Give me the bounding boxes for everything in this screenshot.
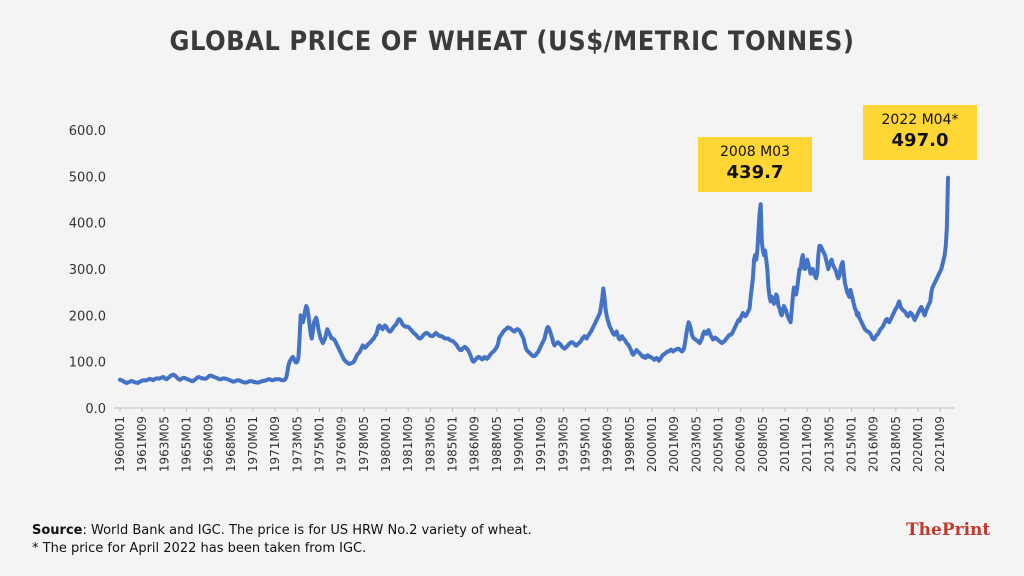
x-tick-label: 2016M09 [867, 416, 881, 472]
x-tick-label: 1985M01 [446, 416, 460, 472]
x-tick-label: 1971M09 [268, 416, 282, 472]
x-tick-label: 1960M01 [113, 416, 127, 472]
x-tick-label: 1980M01 [379, 416, 393, 472]
source-text: : World Bank and IGC. The price is for U… [82, 523, 532, 538]
x-tick-label: 2000M01 [645, 416, 659, 472]
x-tick-label: 1986M09 [468, 416, 482, 472]
note: * The price for April 2022 has been take… [32, 541, 367, 556]
x-tick-label: 2006M09 [734, 416, 748, 472]
x-tick-label: 1993M05 [556, 416, 570, 472]
y-tick-label: 500.0 [69, 170, 106, 185]
y-tick-label: 300.0 [69, 263, 106, 278]
x-tick-label: 1973M05 [290, 416, 304, 472]
y-tick-label: 0.0 [85, 402, 106, 417]
annotation-value: 497.0 [891, 130, 949, 151]
annotation: 2022 M04* 497.0 [863, 105, 977, 160]
x-tick-label: 1998M05 [623, 416, 637, 472]
annotation-value: 439.7 [726, 162, 784, 183]
annotation-label: 2008 M03 [720, 144, 790, 160]
annotation-label: 2022 M04* [881, 112, 959, 128]
y-tick-label: 100.0 [69, 356, 106, 371]
x-tick-label: 1961M09 [135, 416, 149, 472]
x-tick-label: 1963M05 [157, 416, 171, 472]
x-tick-label: 2021M09 [933, 416, 947, 472]
x-tick-label: 1990M01 [512, 416, 526, 472]
y-tick-label: 200.0 [69, 309, 106, 324]
x-tick-label: 1981M09 [401, 416, 415, 472]
source: Source: World Bank and IGC. The price is… [32, 523, 532, 538]
x-tick-label: 2015M01 [845, 416, 859, 472]
x-tick-label: 1995M01 [579, 416, 593, 472]
x-tick-label: 1991M09 [534, 416, 548, 472]
chart-title: GLOBAL PRICE OF WHEAT (US$/METRIC TONNES… [170, 26, 855, 57]
x-tick-label: 1966M09 [202, 416, 216, 472]
x-tick-label: 2018M05 [889, 416, 903, 472]
x-tick-label: 2003M05 [689, 416, 703, 472]
x-tick-label: 2005M01 [712, 416, 726, 472]
x-tick-label: 2008M05 [756, 416, 770, 472]
x-tick-label: 1968M05 [224, 416, 238, 472]
price-line [118, 175, 950, 385]
x-tick-label: 1978M05 [357, 416, 371, 472]
logo: ThePrint [906, 520, 991, 540]
x-tick-label: 1983M05 [423, 416, 437, 472]
x-tick-label: 1970M01 [246, 416, 260, 472]
x-tick-label: 2001M09 [667, 416, 681, 472]
x-tick-label: 1996M09 [601, 416, 615, 472]
x-tick-label: 2013M05 [822, 416, 836, 472]
x-tick-label: 2010M01 [778, 416, 792, 472]
x-tick-label: 1965M01 [180, 416, 194, 472]
y-tick-label: 400.0 [69, 217, 106, 232]
x-tick-label: 1976M09 [335, 416, 349, 472]
x-tick-label: 2011M09 [800, 416, 814, 472]
x-tick-label: 2020M01 [911, 416, 925, 472]
x-tick-label: 1975M01 [313, 416, 327, 472]
annotation: 2008 M03 439.7 [698, 137, 812, 192]
source-label: Source [32, 523, 83, 538]
y-tick-label: 600.0 [69, 124, 106, 139]
x-tick-label: 1988M05 [490, 416, 504, 472]
